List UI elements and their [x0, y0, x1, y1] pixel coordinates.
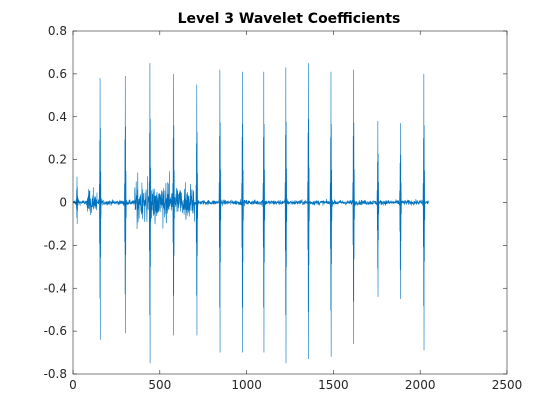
x-tick-label: 1500	[318, 378, 349, 392]
x-tick-label: 1000	[231, 378, 262, 392]
series-line	[72, 63, 429, 364]
plot-area	[72, 63, 429, 364]
y-tick-label: -0.2	[44, 238, 67, 252]
chart-title: Level 3 Wavelet Coefficients	[178, 11, 401, 27]
y-tick-label: 0.8	[48, 24, 67, 38]
y-tick-label: -0.6	[44, 324, 67, 338]
y-tick-label: 0.6	[48, 67, 67, 81]
y-tick-label: 0.2	[48, 153, 67, 167]
y-tick-label: 0	[59, 196, 67, 210]
y-tick-label: -0.4	[44, 281, 67, 295]
x-tick-label: 0	[69, 378, 77, 392]
x-tick-label: 2500	[492, 378, 523, 392]
x-tick-label: 2000	[405, 378, 436, 392]
x-tick-label: 500	[148, 378, 171, 392]
axes: 0 500 1000 1500 2000 2500 -0.8 -0.6 -0.4 -0.2 0 0.2…	[44, 24, 523, 392]
y-tick-label: 0.4	[48, 110, 67, 124]
y-tick-label: -0.8	[44, 367, 67, 381]
